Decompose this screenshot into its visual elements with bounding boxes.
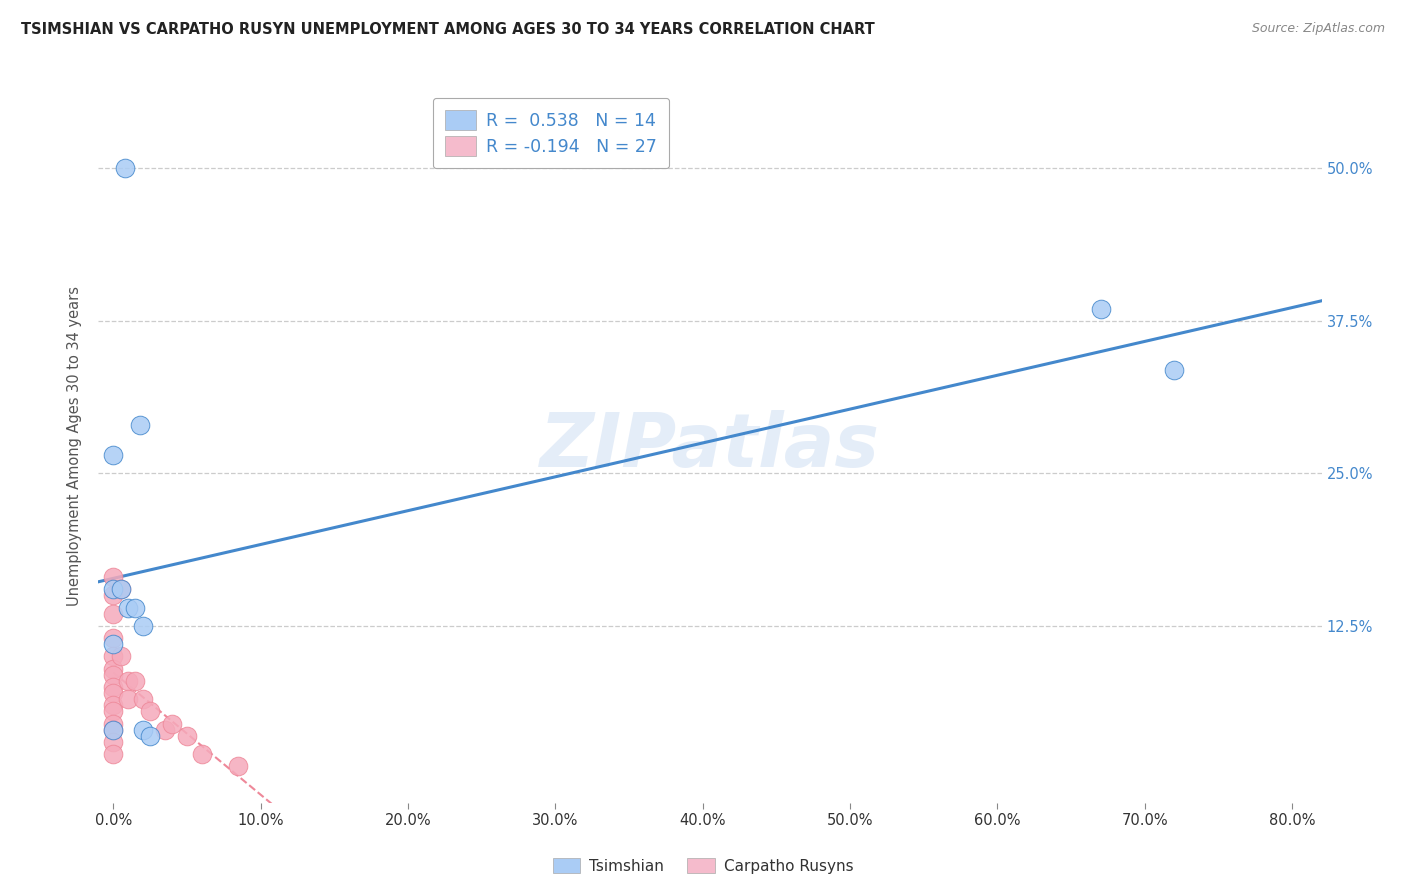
- Text: TSIMSHIAN VS CARPATHO RUSYN UNEMPLOYMENT AMONG AGES 30 TO 34 YEARS CORRELATION C: TSIMSHIAN VS CARPATHO RUSYN UNEMPLOYMENT…: [21, 22, 875, 37]
- Point: [101, 662, 124, 676]
- Point: [117, 600, 139, 615]
- Point: [1090, 301, 1112, 316]
- Point: [160, 716, 183, 731]
- Point: [128, 417, 150, 432]
- Point: [101, 570, 124, 584]
- Point: [101, 667, 124, 681]
- Point: [131, 619, 153, 633]
- Point: [131, 723, 153, 737]
- Point: [101, 716, 124, 731]
- Text: ZIPatlas: ZIPatlas: [540, 409, 880, 483]
- Point: [101, 698, 124, 713]
- Point: [101, 704, 124, 718]
- Point: [117, 692, 139, 706]
- Point: [101, 747, 124, 761]
- Point: [139, 729, 162, 743]
- Y-axis label: Unemployment Among Ages 30 to 34 years: Unemployment Among Ages 30 to 34 years: [67, 286, 83, 606]
- Legend: Tsimshian, Carpatho Rusyns: Tsimshian, Carpatho Rusyns: [547, 852, 859, 880]
- Point: [101, 637, 124, 651]
- Point: [101, 582, 124, 597]
- Point: [176, 729, 198, 743]
- Text: Source: ZipAtlas.com: Source: ZipAtlas.com: [1251, 22, 1385, 36]
- Legend: R =  0.538   N = 14, R = -0.194   N = 27: R = 0.538 N = 14, R = -0.194 N = 27: [433, 98, 669, 169]
- Point: [124, 600, 146, 615]
- Point: [101, 680, 124, 694]
- Point: [101, 607, 124, 621]
- Point: [101, 448, 124, 462]
- Point: [110, 582, 132, 597]
- Point: [101, 686, 124, 700]
- Point: [110, 649, 132, 664]
- Point: [131, 692, 153, 706]
- Point: [101, 723, 124, 737]
- Point: [190, 747, 212, 761]
- Point: [110, 582, 132, 597]
- Point: [139, 704, 162, 718]
- Point: [1163, 363, 1185, 377]
- Point: [101, 735, 124, 749]
- Point: [101, 723, 124, 737]
- Point: [124, 673, 146, 688]
- Point: [101, 631, 124, 645]
- Point: [117, 673, 139, 688]
- Point: [101, 589, 124, 603]
- Point: [228, 759, 250, 773]
- Point: [101, 649, 124, 664]
- Point: [153, 723, 176, 737]
- Point: [114, 161, 136, 176]
